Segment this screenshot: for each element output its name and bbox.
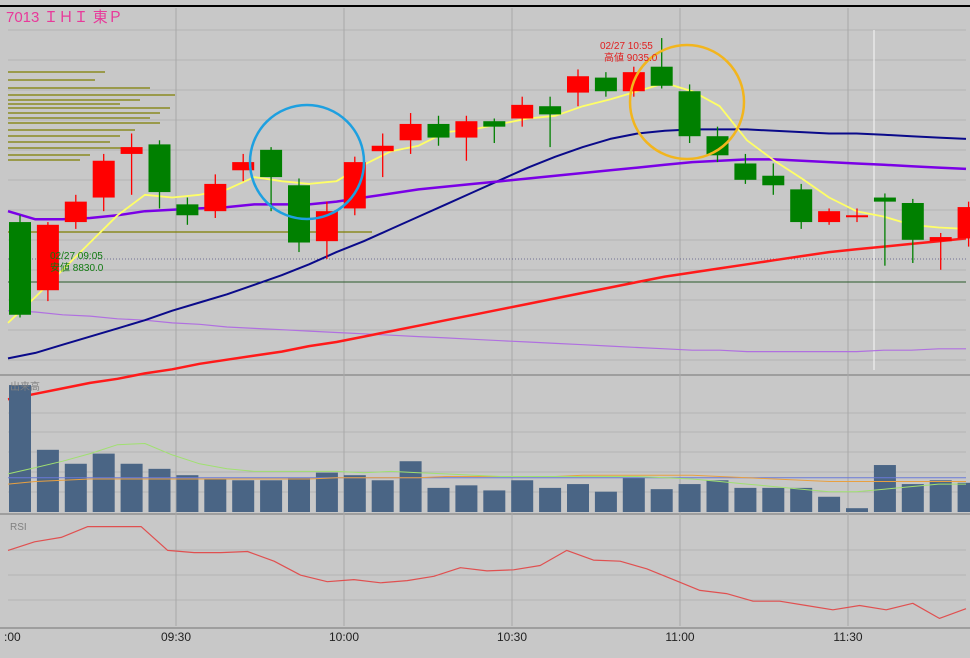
x-tick-label: 11:30 <box>833 630 862 644</box>
candle-body <box>846 215 868 218</box>
candle-body <box>148 144 171 193</box>
x-tick-label: 09:30 <box>161 630 191 644</box>
volume-bar <box>148 468 171 512</box>
volume-bar <box>734 487 757 512</box>
volume-bar <box>343 475 366 512</box>
volume-bar <box>92 453 115 512</box>
high-annotation-label: 高値 9035.0 <box>604 51 658 64</box>
volume-bar <box>455 485 478 512</box>
candle-body <box>818 211 841 223</box>
volume-bar <box>288 477 310 512</box>
candle-body <box>650 66 673 86</box>
volume-bar <box>64 463 87 512</box>
candle-body <box>762 175 785 186</box>
rsi-panel-label: RSI <box>10 522 27 533</box>
volume-bar <box>622 477 645 512</box>
candle-body <box>873 197 896 202</box>
volume-bar <box>901 484 924 512</box>
candle-body <box>232 162 255 171</box>
candle-body <box>734 163 757 180</box>
low-annotation-date: 02/27 09:05 <box>50 251 103 262</box>
volume-bar <box>427 487 450 512</box>
candle-body <box>455 121 478 138</box>
candle-body <box>678 91 701 137</box>
ma-xlong-line <box>7 237 967 401</box>
low-annotation-label: 安値 8830.0 <box>50 261 104 274</box>
candle-body <box>957 207 970 239</box>
candle-body <box>9 222 31 315</box>
volume-bar <box>176 475 199 512</box>
volume-bar <box>9 385 31 512</box>
candle-body <box>901 202 924 240</box>
x-tick-label: 11:00 <box>665 630 694 644</box>
candle-layer <box>9 38 970 318</box>
volume-bar <box>594 491 617 512</box>
volume-ma-orange <box>7 474 966 485</box>
candle-body <box>288 185 310 243</box>
ma-long-line <box>7 128 967 360</box>
volume-bar <box>678 484 701 512</box>
candle-body <box>120 147 143 154</box>
volume-bar <box>706 480 729 512</box>
candle-body <box>567 76 589 93</box>
volume-bar <box>399 461 422 512</box>
candle-body <box>176 204 199 216</box>
volume-bar <box>483 490 506 512</box>
ma-mid-line <box>7 158 967 221</box>
candle-body <box>790 189 813 223</box>
volume-bar <box>762 487 785 512</box>
volume-bar <box>567 484 589 512</box>
volume-bar <box>371 480 394 512</box>
candle-body <box>483 121 506 127</box>
x-tick-label: 10:30 <box>497 630 527 644</box>
x-tick-label: 10:00 <box>329 630 359 644</box>
volume-bar <box>846 508 868 512</box>
volume-bar <box>818 496 841 512</box>
chart-title: 7013 ＩＨＩ 東Ｐ <box>6 9 123 26</box>
candle-body <box>315 211 338 242</box>
candle-body <box>399 123 422 141</box>
volume-bar <box>120 463 143 512</box>
candle-body <box>92 160 115 198</box>
profile-layer <box>8 71 372 233</box>
volume-panel-label: 出来高 <box>10 380 40 393</box>
volume-bar <box>204 479 227 512</box>
volume-bar <box>790 487 813 512</box>
candle-body <box>427 123 450 138</box>
volume-bar <box>873 465 896 512</box>
volume-bar <box>650 489 673 512</box>
volume-bar <box>232 480 255 512</box>
volume-bar <box>539 487 562 512</box>
x-tick-label: :00 <box>4 630 21 644</box>
rsi-line <box>7 525 967 620</box>
x-axis-labels: :00 09:30 10:00 10:30 11:00 11:30 <box>4 630 863 644</box>
candle-body <box>343 162 366 209</box>
volume-bar <box>511 480 534 512</box>
volume-bar <box>315 472 338 512</box>
ma-lavender-line <box>7 310 966 353</box>
candle-body <box>706 136 729 156</box>
candle-body <box>594 77 617 92</box>
candle-body <box>539 106 562 115</box>
high-annotation-date: 02/27 10:55 <box>600 41 653 52</box>
volume-bar <box>957 482 970 512</box>
volume-ma-green <box>7 443 966 493</box>
candle-body <box>929 237 952 242</box>
candle-body <box>36 224 59 291</box>
volume-bar <box>260 480 283 512</box>
blue-highlight-circle <box>248 103 366 221</box>
highlight-circles <box>248 43 746 221</box>
candle-body <box>204 183 227 212</box>
rsi-layer <box>7 525 967 620</box>
candle-body <box>260 149 283 178</box>
candle-body <box>64 201 87 223</box>
candle-body <box>511 104 534 119</box>
volume-layer <box>7 385 970 512</box>
orange-highlight-circle <box>628 43 746 161</box>
volume-bar <box>929 480 952 512</box>
candle-body <box>371 145 394 152</box>
